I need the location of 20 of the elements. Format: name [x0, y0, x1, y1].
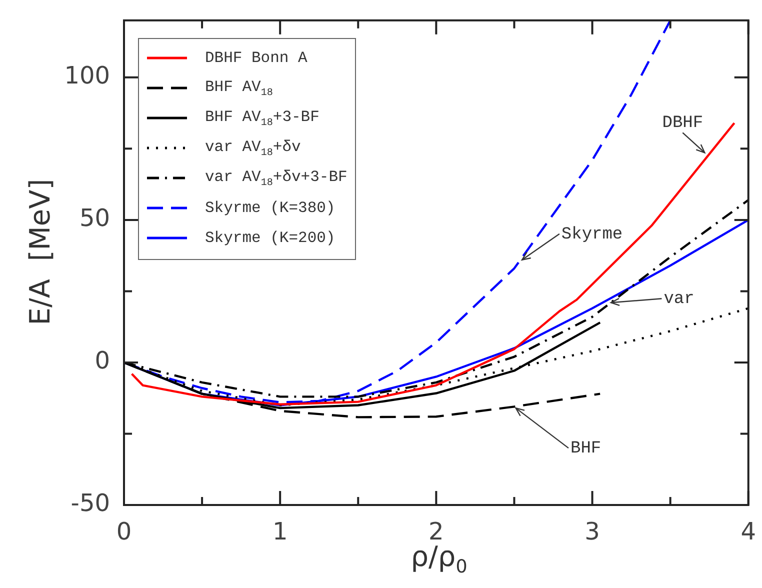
- x-tick-label: 1: [272, 518, 288, 546]
- x-tick-label: 4: [740, 518, 756, 546]
- y-axis-title: E/A [MeV]: [24, 178, 56, 326]
- y-tick-label: 0: [94, 346, 110, 375]
- y-tick-label: 100: [64, 62, 110, 90]
- x-tick-label: 3: [584, 518, 600, 546]
- legend-label: var AV$_{18}$+δv: [205, 138, 301, 159]
- x-tick-label: 0: [116, 518, 132, 546]
- annotation: var: [664, 290, 694, 310]
- y-tick-label: 50: [79, 204, 110, 232]
- legend-label: var AV$_{18}$+δv+3-BF: [205, 168, 348, 189]
- annotation: BHF: [570, 440, 602, 459]
- annotation: DBHF: [662, 114, 704, 134]
- annotation: Skyrme: [561, 225, 623, 244]
- legend-label: BHF AV$_{18}$: [205, 78, 273, 99]
- legend-label: Skyrme (K=200): [205, 229, 336, 248]
- legend-label: DBHF Bonn A: [205, 49, 308, 68]
- y-tick-label: -50: [70, 489, 110, 518]
- legend-label: BHF AV$_{18}$+3-BF: [205, 108, 320, 129]
- legend-label: Skyrme (K=380): [205, 199, 336, 218]
